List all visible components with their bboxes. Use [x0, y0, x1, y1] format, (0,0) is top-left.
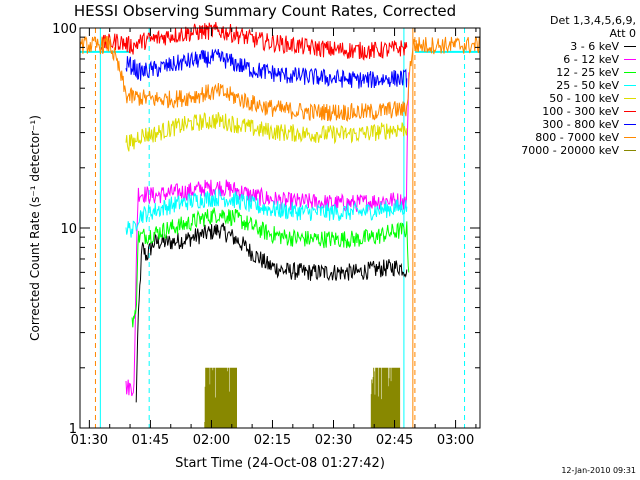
x-tick-label: 02:30: [315, 433, 352, 448]
y-axis-label: Corrected Count Rate (s⁻¹ detector⁻¹): [28, 115, 42, 341]
series-line-0: [135, 222, 408, 403]
series-7: [79, 35, 481, 123]
series-6: [125, 48, 408, 89]
legend-entry-label: 100 - 300 keV: [542, 105, 619, 118]
x-tick-label: 02:15: [254, 433, 291, 448]
series-line-3: [125, 188, 408, 238]
legend-swatch: [624, 72, 636, 73]
legend-entry: 12 - 25 keV: [478, 66, 636, 79]
series-line-2: [131, 207, 410, 328]
legend-entry: 300 - 800 keV: [478, 118, 636, 131]
legend-swatch: [624, 85, 636, 86]
x-axis: 01:30 01:45 02:00 02:15 02:30 02:45 03:00: [71, 28, 477, 448]
plot-frame: [79, 27, 481, 429]
chart-title: HESSI Observing Summary Count Rates, Cor…: [74, 2, 456, 20]
legend-entry: 3 - 6 keV: [478, 40, 636, 53]
x-tick-label: 01:45: [132, 433, 169, 448]
legend-swatch: [624, 124, 636, 125]
x-tick-label: 01:30: [71, 433, 108, 448]
y-tick-label: 10: [60, 222, 77, 237]
series-line-5: [101, 21, 408, 61]
series-line-8: [204, 367, 401, 428]
legend-header-line-1: Det 1,3,4,5,6,9,: [549, 14, 636, 27]
series-4: [125, 112, 408, 152]
legend-swatch: [624, 59, 636, 60]
y-tick-label: 1: [69, 422, 77, 437]
legend-entry: 800 - 7000 keV: [478, 131, 636, 144]
series-line-1: [125, 72, 410, 397]
series-line-7: [79, 35, 481, 123]
legend-swatch: [624, 46, 636, 47]
legend-entry: 100 - 300 keV: [478, 105, 636, 118]
legend-entry-label: 800 - 7000 keV: [535, 131, 619, 144]
legend-entry: 7000 - 20000 keV: [478, 144, 636, 157]
legend-entry-label: 7000 - 20000 keV: [521, 144, 619, 157]
legend-swatch: [624, 98, 636, 99]
x-tick-label: 03:00: [437, 433, 474, 448]
series-1: [125, 72, 410, 397]
series-0: [135, 222, 408, 403]
legend-swatch: [624, 150, 636, 151]
series-5: [101, 21, 408, 61]
legend-header-line-2: Att 0: [609, 27, 636, 40]
legend-entry-label: 12 - 25 keV: [556, 66, 619, 79]
legend-entry-label: 50 - 100 keV: [549, 92, 619, 105]
y-axis: 1 10 100: [52, 22, 480, 437]
plot-area: [79, 21, 481, 428]
series-2: [131, 207, 410, 328]
legend-entry-label: 25 - 50 keV: [556, 79, 619, 92]
x-tick-label: 02:00: [193, 433, 230, 448]
legend-entry-label: 3 - 6 keV: [570, 40, 619, 53]
x-axis-label: Start Time (24-Oct-08 01:27:42): [175, 456, 385, 471]
series-line-6: [125, 48, 408, 89]
legend-entry-label: 6 - 12 keV: [563, 53, 619, 66]
series-line-4: [125, 112, 408, 152]
legend-entry: 25 - 50 keV: [478, 79, 636, 92]
generation-timestamp: 12-Jan-2010 09:31: [561, 466, 636, 475]
series-8: [204, 367, 401, 428]
legend-entry: 50 - 100 keV: [478, 92, 636, 105]
x-tick-label: 02:45: [376, 433, 413, 448]
series-3: [125, 188, 408, 238]
legend-entry: 6 - 12 keV: [478, 53, 636, 66]
legend-swatch: [624, 111, 636, 112]
legend: Det 1,3,4,5,6,9, Att 0 3 - 6 keV 6 - 12 k…: [478, 14, 636, 157]
legend-swatch: [624, 137, 636, 138]
y-tick-label: 100: [52, 22, 77, 37]
legend-entry-label: 300 - 800 keV: [542, 118, 619, 131]
